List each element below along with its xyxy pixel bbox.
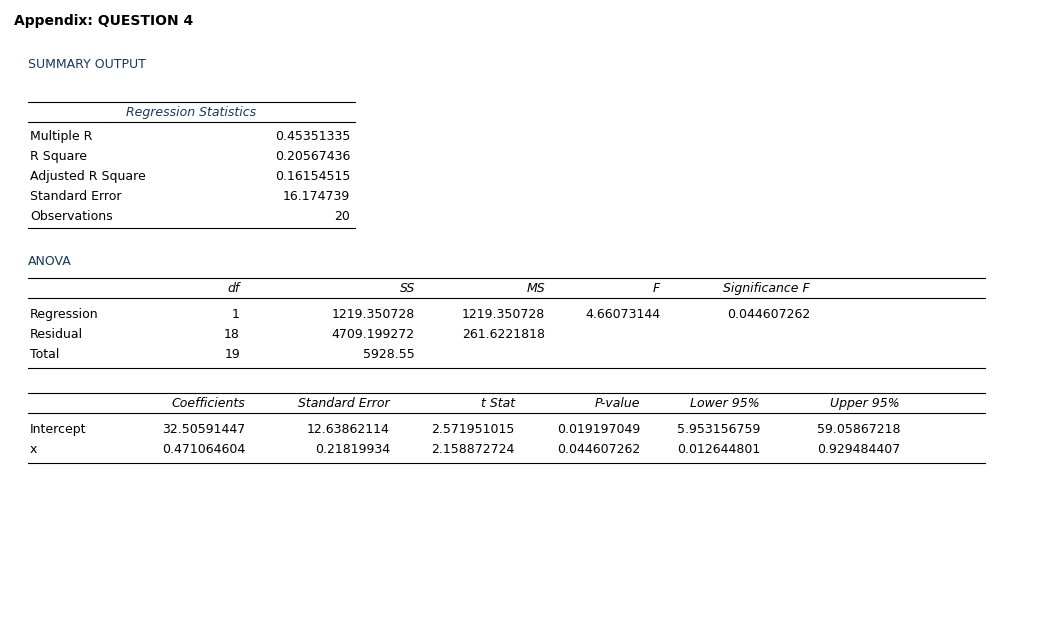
Text: 0.16154515: 0.16154515: [275, 170, 350, 183]
Text: P-value: P-value: [594, 397, 640, 410]
Text: 0.019197049: 0.019197049: [557, 423, 640, 436]
Text: 2.158872724: 2.158872724: [432, 443, 515, 456]
Text: 59.05867218: 59.05867218: [817, 423, 900, 436]
Text: Appendix: QUESTION 4: Appendix: QUESTION 4: [14, 14, 193, 28]
Text: F: F: [652, 282, 660, 295]
Text: Residual: Residual: [30, 328, 83, 341]
Text: Upper 95%: Upper 95%: [831, 397, 900, 410]
Text: 261.6221818: 261.6221818: [462, 328, 545, 341]
Text: Lower 95%: Lower 95%: [690, 397, 760, 410]
Text: MS: MS: [526, 282, 545, 295]
Text: Total: Total: [30, 348, 59, 361]
Text: SUMMARY OUTPUT: SUMMARY OUTPUT: [28, 58, 145, 71]
Text: 1219.350728: 1219.350728: [332, 308, 415, 321]
Text: 0.20567436: 0.20567436: [275, 150, 350, 163]
Text: Regression Statistics: Regression Statistics: [126, 106, 256, 119]
Text: 19: 19: [225, 348, 240, 361]
Text: Significance F: Significance F: [723, 282, 811, 295]
Text: Regression: Regression: [30, 308, 99, 321]
Text: 0.012644801: 0.012644801: [677, 443, 760, 456]
Text: ANOVA: ANOVA: [28, 255, 72, 268]
Text: SS: SS: [399, 282, 415, 295]
Text: 0.044607262: 0.044607262: [727, 308, 811, 321]
Text: 5928.55: 5928.55: [364, 348, 415, 361]
Text: 4.66073144: 4.66073144: [585, 308, 660, 321]
Text: Coefficients: Coefficients: [171, 397, 245, 410]
Text: Multiple R: Multiple R: [30, 130, 93, 143]
Text: 0.21819934: 0.21819934: [315, 443, 390, 456]
Text: 0.929484407: 0.929484407: [817, 443, 900, 456]
Text: Standard Error: Standard Error: [298, 397, 390, 410]
Text: x: x: [30, 443, 37, 456]
Text: 1: 1: [232, 308, 240, 321]
Text: 4709.199272: 4709.199272: [332, 328, 415, 341]
Text: Standard Error: Standard Error: [30, 190, 121, 203]
Text: df: df: [228, 282, 240, 295]
Text: t Stat: t Stat: [481, 397, 515, 410]
Text: 32.50591447: 32.50591447: [161, 423, 245, 436]
Text: 18: 18: [225, 328, 240, 341]
Text: 0.45351335: 0.45351335: [275, 130, 350, 143]
Text: 20: 20: [334, 210, 350, 223]
Text: 0.044607262: 0.044607262: [557, 443, 640, 456]
Text: 12.63862114: 12.63862114: [307, 423, 390, 436]
Text: 1219.350728: 1219.350728: [462, 308, 545, 321]
Text: 2.571951015: 2.571951015: [432, 423, 515, 436]
Text: 0.471064604: 0.471064604: [161, 443, 245, 456]
Text: 5.953156759: 5.953156759: [677, 423, 760, 436]
Text: 16.174739: 16.174739: [282, 190, 350, 203]
Text: R Square: R Square: [30, 150, 87, 163]
Text: Observations: Observations: [30, 210, 113, 223]
Text: Intercept: Intercept: [30, 423, 86, 436]
Text: Adjusted R Square: Adjusted R Square: [30, 170, 145, 183]
